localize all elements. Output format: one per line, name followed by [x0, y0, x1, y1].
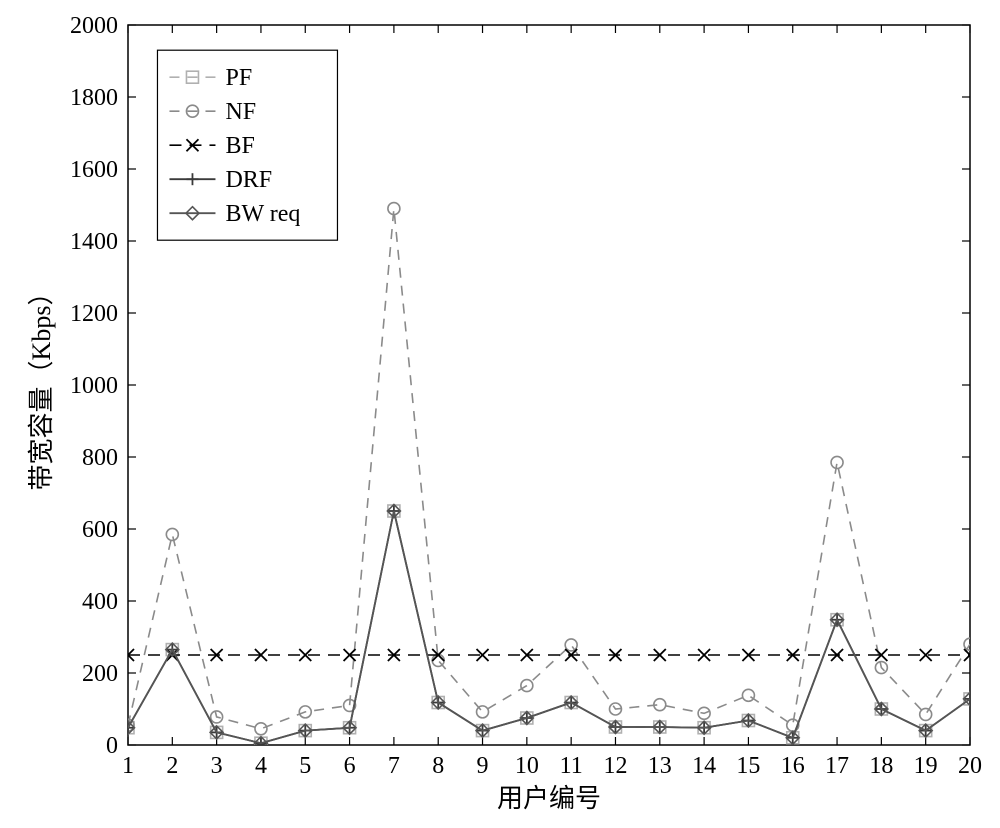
y-tick-label: 1400: [70, 229, 118, 255]
x-tick-label: 9: [477, 753, 489, 779]
x-tick-label: 20: [958, 753, 982, 779]
legend: PF NF BF DRF BW req: [157, 50, 337, 240]
legend-label: BW req: [225, 201, 300, 227]
y-tick-label: 800: [82, 445, 118, 471]
x-tick-label: 4: [255, 753, 267, 779]
y-tick-label: 1000: [70, 373, 118, 399]
y-tick-label: 2000: [70, 13, 118, 39]
x-tick-label: 6: [344, 753, 356, 779]
legend-label: PF: [225, 65, 252, 91]
y-tick-label: 0: [106, 733, 118, 759]
y-tick-label: 1200: [70, 301, 118, 327]
x-tick-label: 18: [869, 753, 893, 779]
legend-label: BF: [225, 133, 254, 159]
x-tick-label: 3: [211, 753, 223, 779]
x-tick-label: 7: [388, 753, 400, 779]
x-tick-label: 10: [515, 753, 539, 779]
x-tick-label: 2: [166, 753, 178, 779]
x-tick-label: 5: [299, 753, 311, 779]
x-axis-label: 用户编号: [497, 784, 601, 813]
x-tick-label: 15: [736, 753, 760, 779]
y-tick-label: 400: [82, 589, 118, 615]
y-tick-label: 1600: [70, 157, 118, 183]
x-tick-label: 14: [692, 753, 716, 779]
chart-container: 0200400600800100012001400160018002000123…: [0, 0, 1000, 828]
x-tick-label: 19: [914, 753, 938, 779]
x-tick-label: 13: [648, 753, 672, 779]
x-tick-label: 1: [122, 753, 134, 779]
y-tick-label: 200: [82, 661, 118, 687]
x-tick-label: 16: [781, 753, 805, 779]
y-tick-label: 600: [82, 517, 118, 543]
legend-label: DRF: [225, 167, 272, 193]
x-tick-label: 11: [560, 753, 583, 779]
y-axis-label: 带宽容量（Kbps）: [27, 280, 56, 491]
line-chart: 0200400600800100012001400160018002000123…: [0, 0, 1000, 828]
legend-label: NF: [225, 99, 256, 125]
x-tick-label: 8: [432, 753, 444, 779]
x-tick-label: 12: [603, 753, 627, 779]
y-tick-label: 1800: [70, 85, 118, 111]
x-tick-label: 17: [825, 753, 849, 779]
